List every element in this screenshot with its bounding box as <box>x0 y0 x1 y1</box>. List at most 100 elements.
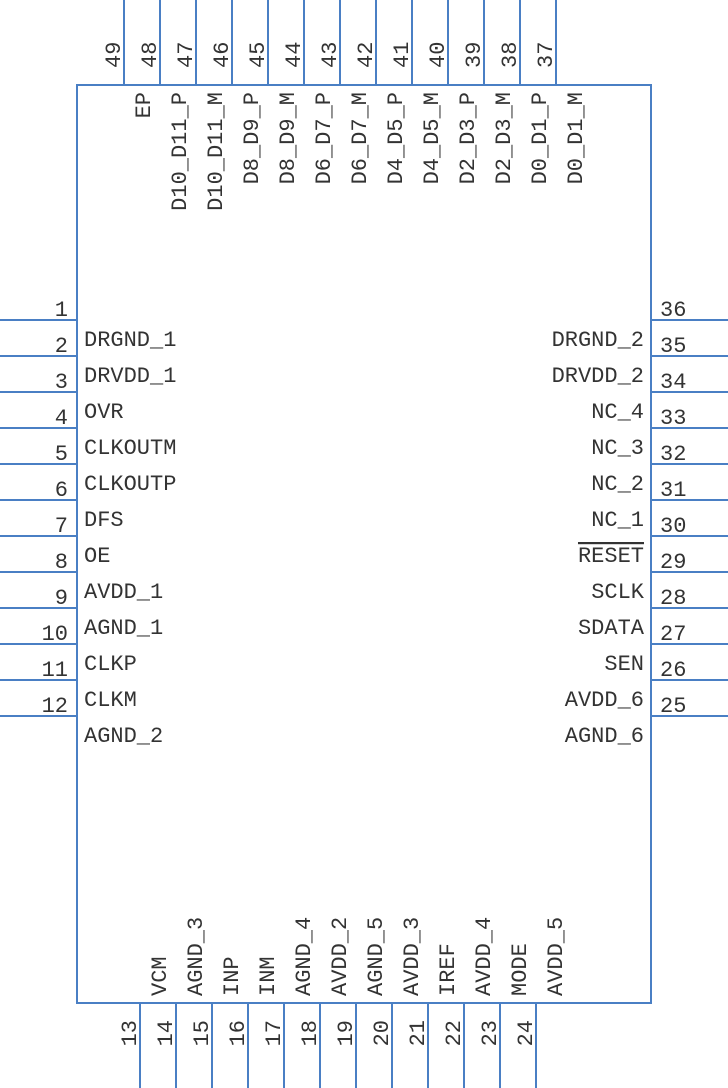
pin-26-number: 26 <box>660 658 686 683</box>
pin-13-label: VCM <box>148 956 173 996</box>
pin-19-number: 19 <box>334 1020 359 1046</box>
pin-5-label: CLKOUTP <box>84 472 176 497</box>
pin-41-number: 41 <box>390 42 415 68</box>
pin-37-number: 37 <box>534 42 559 68</box>
pin-45-number: 45 <box>246 42 271 68</box>
pin-23-label: MODE <box>508 943 533 996</box>
pin-9-label: AGND_1 <box>84 616 163 641</box>
pin-35-label: DRVDD_2 <box>552 364 644 389</box>
pin-4-number: 4 <box>55 406 68 431</box>
pin-43-label: D6_D7_M <box>348 92 373 184</box>
pin-6-number: 6 <box>55 478 68 503</box>
pin-43-number: 43 <box>318 42 343 68</box>
pin-8-number: 8 <box>55 550 68 575</box>
pin-29-number: 29 <box>660 550 686 575</box>
pin-16-number: 16 <box>226 1020 251 1046</box>
pin-42-number: 42 <box>354 42 379 68</box>
pin-36-number: 36 <box>660 298 686 323</box>
pin-30-number: 30 <box>660 514 686 539</box>
pin-27-number: 27 <box>660 622 686 647</box>
pin-32-label: NC_2 <box>591 472 644 497</box>
pin-28-number: 28 <box>660 586 686 611</box>
pin-46-number: 46 <box>210 42 235 68</box>
pin-37-label: D0_D1_M <box>564 92 589 184</box>
pin-32-number: 32 <box>660 442 686 467</box>
pin-15-label: INP <box>220 956 245 996</box>
pin-49-number: 49 <box>102 42 127 68</box>
pin-14-label: AGND_3 <box>184 917 209 996</box>
pin-26-label: AVDD_6 <box>565 688 644 713</box>
pin-49-label: EP <box>132 92 157 118</box>
pin-39-label: D2_D3_M <box>492 92 517 184</box>
pin-7-number: 7 <box>55 514 68 539</box>
pin-41-label: D4_D5_M <box>420 92 445 184</box>
pin-34-label: NC_4 <box>591 400 644 425</box>
pin-34-number: 34 <box>660 370 686 395</box>
ic-pinout-diagram: 1 DRGND_1 2 DRVDD_1 3 OVR 4 CLKOUTM 5 CLKOUTP 6 DFS… <box>0 0 728 1088</box>
pin-21-label: IREF <box>436 943 461 996</box>
pin-17-label: AGND_4 <box>292 917 317 996</box>
pin-4-label: CLKOUTM <box>84 436 176 461</box>
pin-13-number: 13 <box>118 1020 143 1046</box>
pin-10-number: 10 <box>42 622 68 647</box>
pin-40-number: 40 <box>426 42 451 68</box>
pin-18-number: 18 <box>298 1020 323 1046</box>
pin-42-label: D4_D5_P <box>384 92 409 184</box>
pin-47-label: D10_D11_M <box>204 92 229 211</box>
pin-5-number: 5 <box>55 442 68 467</box>
pin-44-label: D6_D7_P <box>312 92 337 184</box>
pin-24-label: AVDD_5 <box>544 917 569 996</box>
pin-11-label: CLKM <box>84 688 137 713</box>
pin-18-label: AVDD_2 <box>328 917 353 996</box>
pin-12-label: AGND_2 <box>84 724 163 749</box>
pin-22-number: 22 <box>442 1020 467 1046</box>
pin-15-number: 15 <box>190 1020 215 1046</box>
pin-31-number: 31 <box>660 478 686 503</box>
pin-20-number: 20 <box>370 1020 395 1046</box>
pin-31-label: NC_1 <box>591 508 644 533</box>
pin-33-number: 33 <box>660 406 686 431</box>
pin-23-number: 23 <box>478 1020 503 1046</box>
pin-14-number: 14 <box>154 1020 179 1046</box>
pin-16-label: INM <box>256 956 281 996</box>
pin-48-number: 48 <box>138 42 163 68</box>
pin-46-label: D8_D9_P <box>240 92 265 184</box>
pin-2-number: 2 <box>55 334 68 359</box>
pin-3-number: 3 <box>55 370 68 395</box>
pin-3-label: OVR <box>84 400 124 425</box>
pin-38-number: 38 <box>498 42 523 68</box>
pin-1-number: 1 <box>55 298 68 323</box>
pin-36-label: DRGND_2 <box>552 328 644 353</box>
pin-27-label: SEN <box>604 652 644 677</box>
pin-8-label: AVDD_1 <box>84 580 163 605</box>
pin-28-label: SDATA <box>578 616 645 641</box>
pin-47-number: 47 <box>174 42 199 68</box>
pin-30-label: RESET <box>578 544 644 569</box>
pin-1-label: DRGND_1 <box>84 328 176 353</box>
pin-12-number: 12 <box>42 694 68 719</box>
pin-29-label: SCLK <box>591 580 645 605</box>
pin-45-label: D8_D9_M <box>276 92 301 184</box>
pin-6-label: DFS <box>84 508 124 533</box>
pin-44-number: 44 <box>282 42 307 68</box>
pin-9-number: 9 <box>55 586 68 611</box>
pin-25-number: 25 <box>660 694 686 719</box>
pin-35-number: 35 <box>660 334 686 359</box>
pin-19-label: AGND_5 <box>364 917 389 996</box>
pin-48-label: D10_D11_P <box>168 92 193 211</box>
pin-25-label: AGND_6 <box>565 724 644 749</box>
pin-17-number: 17 <box>262 1020 287 1046</box>
pin-11-number: 11 <box>42 658 68 683</box>
pin-21-number: 21 <box>406 1020 431 1046</box>
pin-2-label: DRVDD_1 <box>84 364 176 389</box>
pin-22-label: AVDD_4 <box>472 917 497 996</box>
pin-20-label: AVDD_3 <box>400 917 425 996</box>
pin-38-label: D0_D1_P <box>528 92 553 184</box>
pin-24-number: 24 <box>514 1020 539 1046</box>
pin-33-label: NC_3 <box>591 436 644 461</box>
pin-40-label: D2_D3_P <box>456 92 481 184</box>
ic-body <box>77 85 651 1003</box>
pin-10-label: CLKP <box>84 652 137 677</box>
pin-7-label: OE <box>84 544 110 569</box>
pin-39-number: 39 <box>462 42 487 68</box>
